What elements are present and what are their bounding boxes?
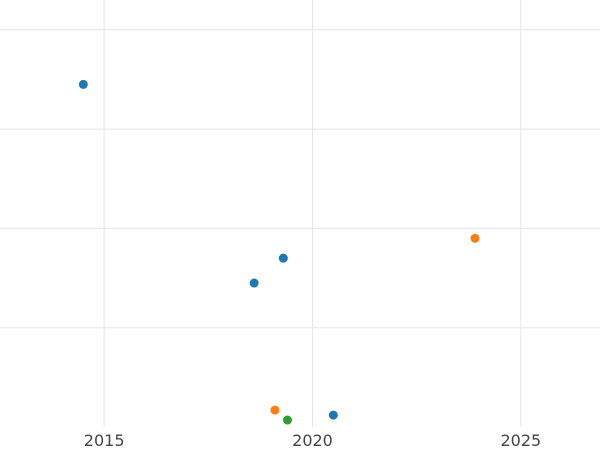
data-point-series-1 <box>78 79 88 89</box>
y-gridlines <box>0 29 600 329</box>
data-point-series-2 <box>470 233 480 243</box>
data-points <box>78 79 480 425</box>
x-tick-labels: 2015 2020 2025 <box>84 431 541 450</box>
data-point-series-2 <box>270 405 280 415</box>
data-point-series-1 <box>278 253 288 263</box>
x-tick-label: 2020 <box>292 431 333 450</box>
data-point-series-3 <box>283 415 292 425</box>
data-point-series-1 <box>328 410 338 420</box>
x-gridlines <box>103 0 522 427</box>
x-tick-label: 2025 <box>500 431 541 450</box>
x-tick-label: 2015 <box>84 431 125 450</box>
data-point-series-1 <box>249 278 259 288</box>
